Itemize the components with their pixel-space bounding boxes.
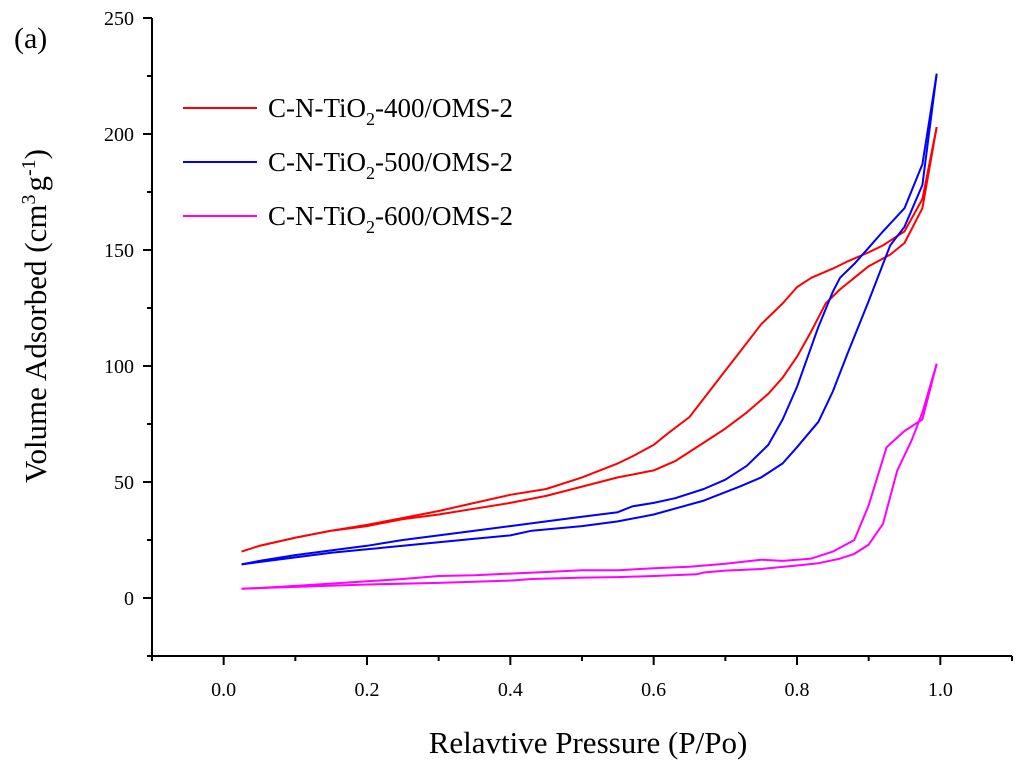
legend-label-2: C-N-TiO2-500/OMS-2 <box>268 147 513 183</box>
y-axis-title: Volume Adsorbed (cm3 g-1) <box>18 149 53 483</box>
y-tick-label: 150 <box>104 240 134 262</box>
x-tick-label: 1.0 <box>928 679 953 701</box>
x-tick-label: 0.2 <box>355 679 380 701</box>
series-lines <box>241 73 938 590</box>
y-axis-title-sup: 3 <box>18 195 40 205</box>
series-1-adsorption-line <box>241 126 938 553</box>
y-tick-label: 50 <box>114 472 134 494</box>
legend-label-3: C-N-TiO2-600/OMS-2 <box>268 201 513 237</box>
panel-label: (a) <box>14 22 47 55</box>
x-tick-label: 0.4 <box>498 679 523 701</box>
series-3-adsorption-line <box>241 363 938 590</box>
y-axis-title-g-sup: -1 <box>18 159 40 176</box>
y-axis-ticks: 0 50 100 150 200 250 <box>104 8 152 657</box>
x-axis-ticks: 0.0 0.2 0.4 0.6 0.8 1.0 <box>151 656 1013 701</box>
series-2-adsorption-line <box>241 73 938 566</box>
series-3-desorption-line <box>241 363 938 590</box>
y-axis-title-main: Volume Adsorbed (cm <box>18 205 53 483</box>
x-tick-label: 0.6 <box>641 679 666 701</box>
x-tick-label: 0.8 <box>785 679 810 701</box>
y-tick-label: 200 <box>104 124 134 146</box>
y-tick-label: 100 <box>104 356 134 378</box>
x-tick-label: 0.0 <box>211 679 236 701</box>
x-axis-title: Relavtive Pressure (P/Po) <box>429 725 748 760</box>
y-tick-label: 0 <box>124 588 134 610</box>
legend: C-N-TiO2-400/OMS-2 C-N-TiO2-500/OMS-2 C-N-… <box>183 93 513 237</box>
y-axis-title-g: g <box>18 176 53 192</box>
series-2-desorption-line <box>241 73 938 566</box>
y-tick-label: 250 <box>104 8 134 30</box>
legend-label-1: C-N-TiO2-400/OMS-2 <box>268 93 513 129</box>
y-axis-title-close: ) <box>18 149 53 159</box>
series-1-desorption-line <box>259 126 938 547</box>
